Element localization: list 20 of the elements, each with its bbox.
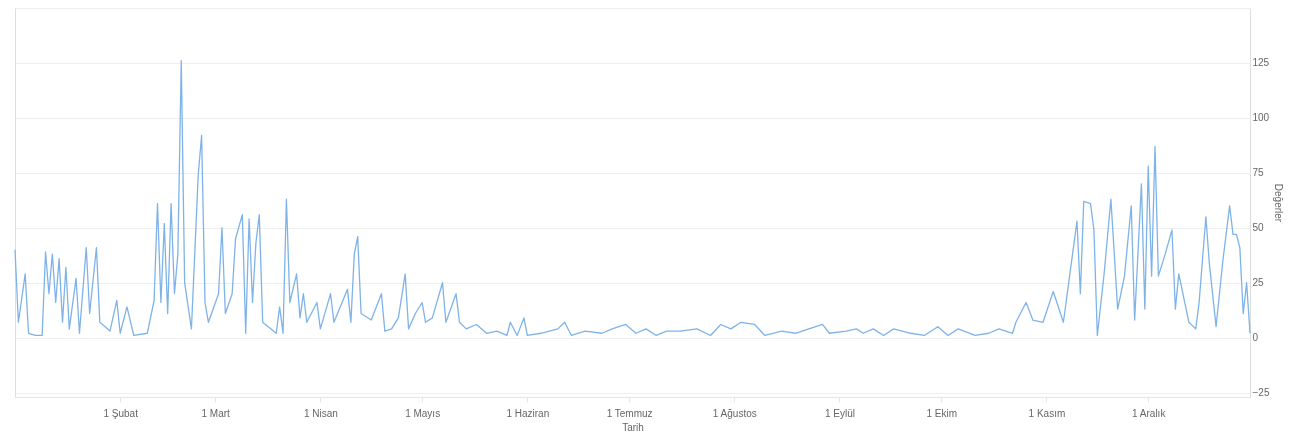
y-tick-label: 0 bbox=[1252, 332, 1259, 344]
x-tick-label: 1 Kasım bbox=[1028, 407, 1066, 419]
x-tick-label: 1 Aralık bbox=[1132, 407, 1167, 419]
y-axis-title: Değerler bbox=[1273, 183, 1285, 223]
x-tick-label: 1 Temmuz bbox=[606, 407, 653, 419]
x-tick-label: 1 Haziran bbox=[506, 407, 550, 419]
y-tick-label: 75 bbox=[1252, 167, 1265, 179]
x-tick-label: 1 Mayıs bbox=[405, 407, 441, 419]
x-tick-label: 1 Eylül bbox=[824, 407, 855, 419]
y-tick-label: 50 bbox=[1252, 222, 1265, 234]
y-tick-label: −25 bbox=[1252, 387, 1270, 399]
x-tick-label: 1 Ağustos bbox=[712, 407, 757, 419]
x-axis-title: Tarih bbox=[622, 421, 644, 433]
x-tick-label: 1 Ekim bbox=[926, 407, 958, 419]
y-tick-label: 100 bbox=[1252, 112, 1270, 124]
y-tick-label: 125 bbox=[1252, 57, 1270, 69]
x-tick-label: 1 Şubat bbox=[103, 407, 139, 419]
x-tick-label: 1 Nisan bbox=[303, 407, 338, 419]
x-tick-label: 1 Mart bbox=[201, 407, 231, 419]
y-tick-label: 25 bbox=[1252, 277, 1265, 289]
